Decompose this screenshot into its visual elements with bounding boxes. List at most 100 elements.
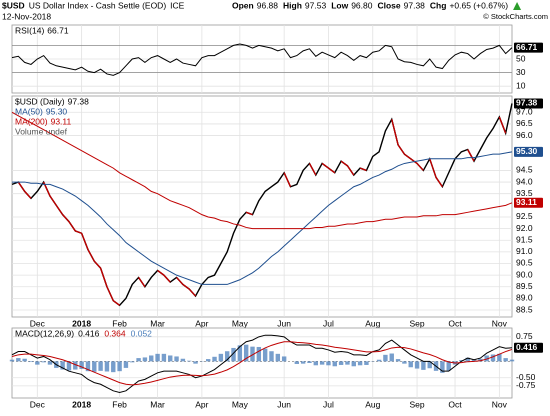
- quote-value: 97.53: [305, 0, 327, 10]
- histogram-bar: [414, 361, 420, 369]
- quote-label: Chg: [430, 0, 447, 10]
- x-tick-label: May: [232, 399, 249, 409]
- legend-value: 66.71: [47, 25, 69, 35]
- histogram-bar: [503, 358, 508, 362]
- down-segment: [321, 162, 329, 169]
- histogram-bar: [427, 361, 432, 369]
- x-tick-label: Feb: [112, 318, 127, 328]
- legend-name: $USD (Daily): [15, 96, 65, 106]
- histogram-bar: [471, 359, 477, 362]
- last-value-label: 0.416: [516, 342, 538, 352]
- histogram-bar: [237, 345, 243, 362]
- quote-value: 96.80: [351, 0, 373, 10]
- histogram-bar: [484, 355, 489, 362]
- histogram-bar: [180, 358, 186, 362]
- quote-label: Close: [377, 0, 400, 10]
- last-value-label: 95.30: [516, 146, 538, 156]
- down-segment: [68, 221, 76, 232]
- legend-value: 0.416: [78, 328, 100, 338]
- histogram-bar: [123, 361, 129, 368]
- histogram-bar: [262, 348, 268, 362]
- header-date: 12-Nov-2018: [2, 11, 51, 21]
- series-line: [11, 334, 513, 393]
- y-tick-label: 93.5: [516, 188, 533, 198]
- quote-label: Open: [232, 0, 254, 10]
- histogram-bar: [509, 359, 515, 362]
- histogram-bar: [300, 361, 306, 364]
- x-tick-label: Mar: [150, 399, 165, 409]
- down-segment: [112, 300, 121, 306]
- histogram-bar: [465, 357, 470, 362]
- header-name: US Dollar Index - Cash Settle (EOD): [29, 0, 167, 10]
- histogram-bar: [250, 346, 255, 362]
- histogram-bar: [307, 361, 312, 363]
- histogram-bar: [497, 353, 502, 362]
- down-segment: [416, 162, 424, 171]
- legend-note: Volume undef: [15, 126, 68, 136]
- last-value-label: 66.71: [516, 42, 538, 52]
- x-tick-label: Nov: [492, 318, 508, 328]
- y-tick-label: 30: [516, 67, 526, 77]
- down-segment: [157, 269, 165, 276]
- series-line: [12, 151, 513, 285]
- histogram-bar: [174, 356, 179, 362]
- histogram-bar: [275, 353, 281, 362]
- histogram-bar: [383, 354, 388, 362]
- histogram-bar: [16, 358, 21, 362]
- down-segment: [410, 158, 418, 165]
- y-tick-label: -0.50: [516, 372, 536, 382]
- histogram-bar: [47, 361, 53, 365]
- y-tick-label: -0.75: [516, 380, 536, 390]
- down-segment: [87, 249, 95, 262]
- histogram-bar: [256, 346, 262, 362]
- down-segment: [182, 283, 190, 290]
- down-segment: [340, 160, 348, 167]
- histogram-bar: [111, 361, 116, 373]
- histogram-bar: [168, 355, 173, 362]
- series-line: [11, 111, 513, 230]
- x-tick-label: Sep: [410, 399, 425, 409]
- histogram-bar: [212, 356, 217, 362]
- x-tick-label: Aug: [365, 399, 380, 409]
- y-tick-label: 91.5: [516, 234, 533, 244]
- down-segment: [106, 286, 114, 302]
- y-tick-label: 89.0: [516, 293, 533, 303]
- histogram-bar: [326, 361, 331, 366]
- y-tick-label: 89.5: [516, 281, 533, 291]
- y-tick-label: 92.5: [516, 211, 533, 221]
- histogram-bar: [35, 361, 40, 365]
- histogram-bar: [421, 361, 426, 370]
- down-segment: [75, 230, 82, 234]
- down-segment: [55, 204, 64, 216]
- last-value-box: [514, 197, 543, 208]
- last-value-box: [514, 342, 543, 353]
- histogram-bar: [231, 347, 236, 362]
- down-segment: [429, 158, 437, 178]
- last-value-box: [514, 146, 543, 157]
- histogram-bar: [60, 361, 65, 370]
- panel-title: MACD(12,26,9): [15, 328, 74, 338]
- histogram-bar: [294, 361, 300, 364]
- panel-frame: [11, 95, 513, 318]
- down-segment: [328, 167, 336, 174]
- quote-value: +0.65 (+0.67%): [449, 0, 508, 10]
- histogram-bar: [41, 361, 46, 363]
- up-arrow: [513, 2, 522, 10]
- last-value-label: 93.11: [516, 197, 537, 207]
- x-tick-label: Jun: [277, 318, 291, 328]
- histogram-bar: [155, 353, 160, 362]
- y-tick-label: 94.0: [516, 176, 533, 186]
- histogram-bar: [149, 355, 154, 362]
- histogram-bar: [376, 359, 382, 362]
- histogram-bar: [187, 360, 192, 362]
- histogram-bar: [161, 353, 167, 362]
- legend-value: 0.364: [104, 328, 126, 338]
- down-segment: [359, 167, 367, 172]
- histogram-bar: [351, 361, 356, 367]
- histogram-bar: [490, 354, 496, 362]
- histogram-bar: [357, 361, 363, 366]
- histogram-bar: [79, 361, 84, 369]
- last-value-box: [514, 98, 543, 109]
- down-segment: [80, 232, 89, 250]
- x-tick-label: Dec: [30, 318, 46, 328]
